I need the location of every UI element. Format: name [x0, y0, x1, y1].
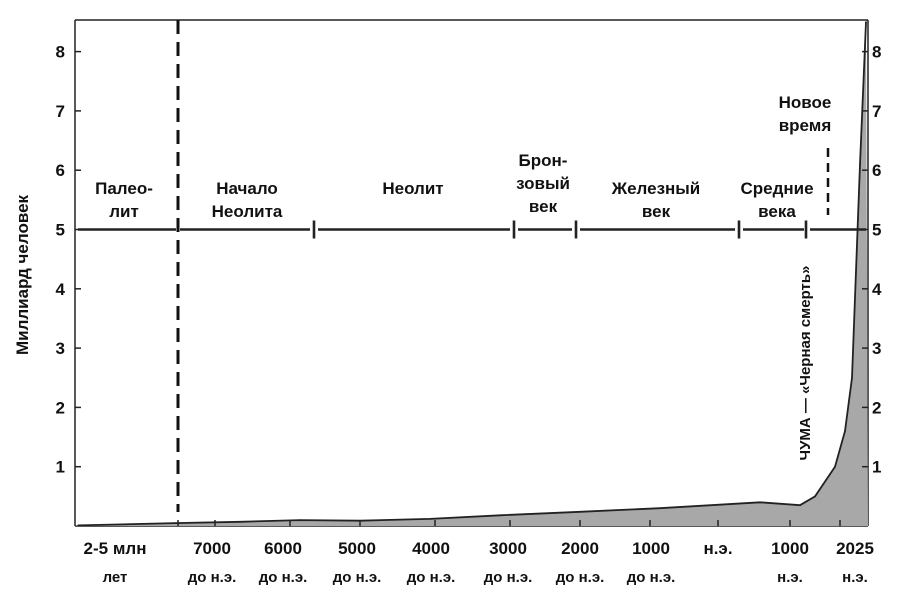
period-label-line: зовый — [516, 174, 570, 193]
population-area-layer — [75, 21, 868, 527]
y-tick-label-left: 5 — [56, 221, 65, 240]
period-label-line: века — [758, 202, 796, 221]
data-point — [859, 163, 861, 166]
data-point — [299, 519, 301, 521]
x-axis: 2-5 млн лет 7000 до н.э. 6000 до н.э. 5000 до н… — [84, 520, 874, 586]
y-tick-label-left: 3 — [56, 339, 65, 358]
data-point — [799, 504, 801, 507]
period-label: Брон-зовый век — [516, 151, 570, 216]
data-point — [865, 21, 867, 23]
y-axis-right: 1 2 3 4 5 6 7 8 — [862, 43, 882, 477]
period-label-line: Неолита — [212, 202, 283, 221]
x-tick-label-bottom: н.э. — [842, 569, 868, 586]
period-label-line: Палео- — [95, 179, 153, 198]
data-point — [834, 465, 836, 468]
period-label-line: век — [529, 197, 558, 216]
plague-annotation: ЧУМА — «Черная смерть» — [797, 266, 814, 461]
y-axis-label: Миллиард человек — [13, 194, 32, 355]
population-area — [75, 22, 868, 526]
x-tick-label-bottom: до н.э. — [407, 569, 456, 586]
period-label-line: Железный — [611, 179, 701, 198]
period-label-line: век — [642, 202, 671, 221]
y-tick-label-left: 4 — [56, 280, 66, 299]
period-label: Начало Неолита — [212, 179, 283, 221]
x-tick-label-bottom: до н.э. — [627, 569, 676, 586]
data-point — [851, 376, 853, 379]
data-point — [239, 521, 241, 523]
data-point — [814, 495, 816, 498]
y-tick-label-right: 3 — [872, 339, 881, 358]
data-point — [759, 501, 761, 504]
y-tick-label-right: 2 — [872, 398, 881, 417]
plot-frame — [74, 19, 869, 527]
period-label: Палео-лит — [95, 179, 153, 221]
x-tick-label-bottom: до н.э. — [188, 569, 237, 586]
period-label: Новое время — [779, 93, 832, 135]
x-tick-label-bottom: до н.э. — [333, 569, 382, 586]
period-band: Палео-лит Начало Неолита Неолит Брон-зовый ве… — [78, 20, 866, 512]
y-tick-label-left: 7 — [56, 102, 65, 121]
period-label-line: время — [779, 116, 832, 135]
y-tick-label-left: 8 — [56, 43, 65, 62]
x-tick-label-bottom: до н.э. — [484, 569, 533, 586]
period-label-line: Брон- — [519, 151, 568, 170]
population-line — [77, 21, 867, 527]
data-point — [499, 514, 501, 517]
period-label: Неолит — [382, 179, 443, 198]
x-tick-label-top: 1000 — [632, 539, 670, 558]
x-tick-label-top: 3000 — [489, 539, 527, 558]
x-tick-label-top: 5000 — [338, 539, 376, 558]
data-point — [844, 430, 846, 432]
x-tick-label-bottom: лет — [103, 569, 128, 586]
x-tick-label-bottom: н.э. — [777, 569, 803, 586]
x-tick-label-top: 7000 — [193, 539, 231, 558]
y-tick-label-right: 7 — [872, 102, 881, 121]
y-tick-label-right: 5 — [872, 221, 881, 240]
data-point — [429, 518, 431, 520]
y-tick-label-left: 6 — [56, 161, 65, 180]
period-label-line: Средние — [740, 179, 813, 198]
x-tick-label-top: 6000 — [264, 539, 302, 558]
period-label-line: Начало — [216, 179, 278, 198]
data-point — [579, 510, 581, 513]
y-axis-left: 1 2 3 4 5 6 7 8 — [56, 43, 81, 477]
x-tick-label-bottom: до н.э. — [556, 569, 605, 586]
data-point — [77, 524, 79, 527]
x-tick-label-top: 2025 — [836, 539, 874, 558]
y-tick-label-right: 1 — [872, 458, 881, 477]
x-tick-label-top: 4000 — [412, 539, 450, 558]
period-label: Железный век — [611, 179, 701, 221]
y-tick-label-right: 6 — [872, 161, 881, 180]
data-point — [659, 507, 661, 510]
period-label-line: лит — [109, 202, 139, 221]
period-label-line: Новое — [779, 93, 832, 112]
x-tick-label-top: 2000 — [561, 539, 599, 558]
x-tick-label-top: 2-5 млн — [84, 539, 147, 558]
period-label: Средние века — [740, 179, 813, 221]
x-tick-label-top: 1000 — [771, 539, 809, 558]
period-label-line: Неолит — [382, 179, 443, 198]
y-tick-label-left: 2 — [56, 398, 65, 417]
x-tick-label-top: н.э. — [703, 539, 732, 558]
y-tick-label-right: 4 — [872, 280, 882, 299]
data-point — [179, 522, 181, 524]
y-tick-label-right: 8 — [872, 43, 881, 62]
y-tick-label-left: 1 — [56, 458, 65, 477]
x-tick-label-bottom: до н.э. — [259, 569, 308, 586]
